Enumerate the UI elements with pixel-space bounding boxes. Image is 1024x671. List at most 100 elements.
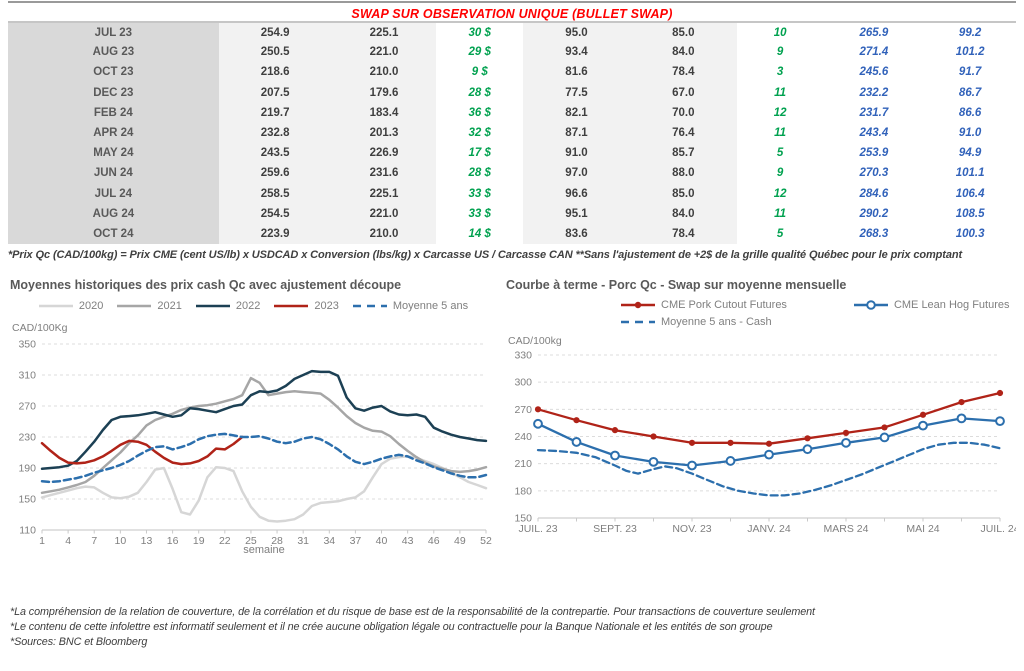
legend-label: Moyenne 5 ans [392,300,469,313]
svg-text:270: 270 [18,401,36,413]
cell-count: 9 [776,167,784,180]
cell-forward-price: 270.3 [859,167,889,180]
legend-label: 2022 [235,300,261,313]
cell-price-us-2: 78.4 [629,62,737,83]
cell-count: 11 [774,207,787,220]
cell-price-cad-2: 225.1 [331,22,437,43]
disclaimer-notes: *La compréhension de la relation de couv… [10,605,1016,650]
cell-price-cad-1: 219.7 [218,102,332,123]
svg-text:300: 300 [514,377,532,389]
cell-price-cad-1: 258.5 [218,183,332,204]
cell-price-us-2: 76.4 [629,122,737,144]
cell-price-us-1: 81.6 [523,62,630,83]
cell-price-us-1: 97.0 [523,163,630,184]
cell-price-cad-1: 254.5 [218,203,332,224]
svg-text:49: 49 [454,535,466,547]
svg-text:43: 43 [402,535,414,547]
cell-count: 3 [776,66,784,79]
forward-chart-legend-row-2: Moyenne 5 ans - Cash [504,315,1016,329]
legend-label: 2020 [78,300,104,313]
cell-count: 12 [773,187,787,200]
cell-gain: 28 $ [468,167,491,180]
cell-count: 12 [773,106,787,119]
legend-label: 2021 [157,300,182,313]
legend-item: Moyenne 5 ans [352,300,468,312]
cell-price-cad-2: 210.0 [331,223,437,245]
legend-item: 2021 [116,300,182,313]
cell-price-us-2: 70.0 [629,102,737,123]
cell-price-cad-2: 201.3 [331,122,437,144]
cell-count: 5 [776,227,784,240]
table-row: OCT 24 223.9 210.0 14 $ 83.6 78.4 5 268.3 100.3 [8,223,1016,245]
cell-month: JUL 23 [8,22,219,43]
historical-chart-title: Moyennes historiques des prix cash Qc av… [10,278,402,293]
cell-forward-price: 245.6 [859,66,889,79]
cell-forward-ratio: 91.0 [958,127,982,140]
cell-gain: 28 $ [468,86,491,99]
legend-item: 2020 [38,300,103,312]
legend-label: 2023 [314,300,339,313]
cell-month: AUG 24 [8,203,219,224]
cell-month: AUG 23 [8,42,219,63]
svg-text:MARS 24: MARS 24 [824,523,869,535]
cell-price-cad-2: 226.9 [331,143,437,164]
svg-text:40: 40 [376,535,388,547]
cell-price-us-1: 91.0 [523,143,630,164]
svg-text:4: 4 [65,535,71,547]
cell-forward-ratio: 100.3 [955,227,985,240]
cell-price-us-1: 95.0 [523,22,630,43]
cell-gain: 9 $ [471,66,488,79]
cell-price-us-2: 85.0 [629,22,737,43]
cell-price-us-2: 85.7 [629,143,737,164]
legend-item: CME Pork Cutout Futures [620,299,787,311]
svg-text:16: 16 [167,535,179,547]
cell-month: JUN 24 [8,163,219,184]
table-row: AUG 23 250.5 221.0 29 $ 93.4 84.0 9 271.4 101.2 [8,42,1016,63]
svg-text:240: 240 [514,431,532,443]
cell-count: 11 [774,127,787,140]
svg-text:190: 190 [18,463,36,475]
legend-swatch-icon [853,300,888,311]
cell-price-cad-2: 183.4 [331,102,437,123]
svg-text:1: 1 [39,535,45,547]
cell-forward-ratio: 91.7 [958,66,982,79]
forward-chart-title: Courbe à terme - Porc Qc - Swap sur moye… [506,278,847,293]
svg-text:SEPT. 23: SEPT. 23 [593,523,637,535]
cell-gain: 17 $ [468,147,491,160]
cell-price-cad-2: 179.6 [331,82,437,103]
legend-item: CME Lean Hog Futures [853,299,1010,311]
svg-text:46: 46 [428,535,440,547]
svg-text:13: 13 [141,535,153,547]
legend-label: CME Pork Cutout Futures [661,299,787,312]
cell-price-us-1: 77.5 [523,82,630,103]
table-row: JUL 24 258.5 225.1 33 $ 96.6 85.0 12 284.6 106.4 [8,183,1016,204]
legend-swatch-icon [117,305,152,308]
legend-item: 2023 [273,300,339,313]
legend-item: 2022 [195,300,260,312]
legend-label: Moyenne 5 ans - Cash [661,316,772,329]
forward-chart-unit-label: CAD/100kg [508,335,562,348]
legend-swatch-icon [352,305,387,308]
svg-text:31: 31 [297,535,309,547]
table-footnote: *Prix Qc (CAD/100kg) = Prix CME (cent US… [8,249,963,262]
cell-price-cad-1: 243.5 [218,143,332,164]
svg-text:37: 37 [350,535,362,547]
cell-gain: 29 $ [468,46,491,59]
cell-price-us-1: 95.1 [523,203,630,224]
cell-month: APR 24 [8,122,219,144]
disclaimer-line: *Le contenu de cette infolettre est info… [10,621,773,634]
cell-count: 10 [773,26,787,39]
cell-forward-price: 290.2 [859,207,889,220]
svg-text:10: 10 [115,535,127,547]
cell-price-us-2: 85.0 [629,183,737,204]
legend-swatch-icon [621,321,655,324]
cell-price-cad-1: 254.9 [218,22,332,43]
cell-price-us-1: 82.1 [523,102,630,123]
cell-price-us-2: 84.0 [629,42,737,63]
svg-text:150: 150 [514,513,532,525]
sources-line: *Sources: BNC et Bloomberg [10,636,148,649]
svg-text:JUIL. 24: JUIL. 24 [980,523,1016,535]
cell-forward-price: 231.7 [859,106,889,119]
svg-text:110: 110 [19,525,36,537]
